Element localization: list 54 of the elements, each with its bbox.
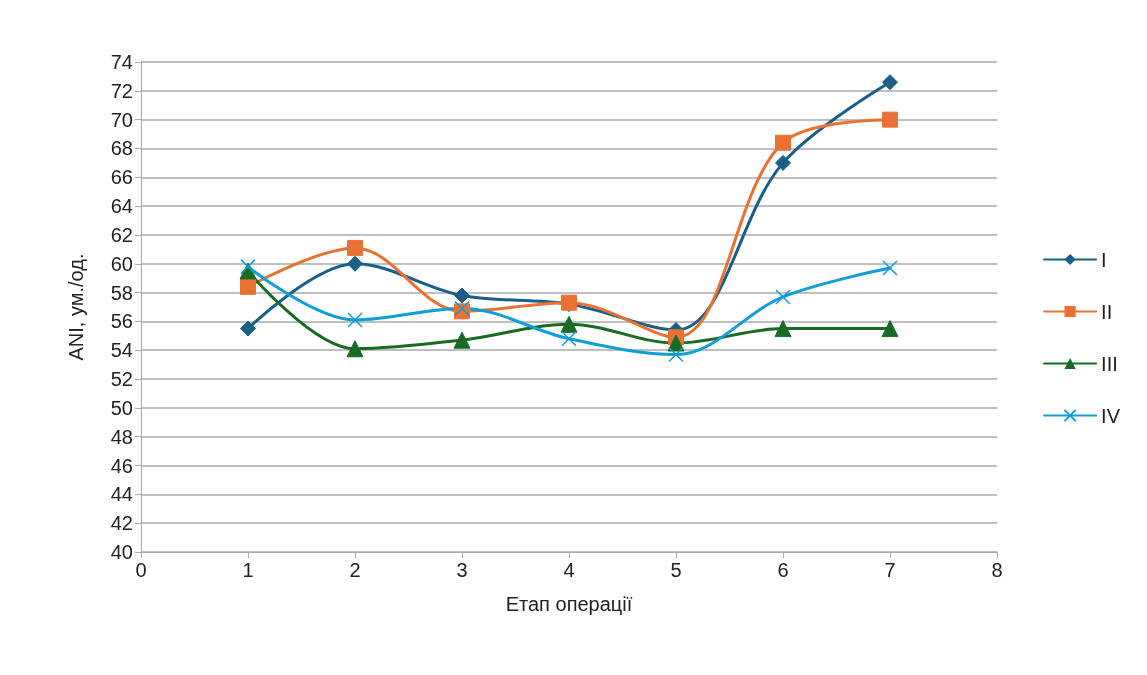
y-tick-label: 56 [110, 310, 133, 333]
x-tick-label: 3 [456, 559, 468, 581]
x-tick-label: 5 [670, 559, 682, 581]
point [240, 278, 256, 295]
legend-label: II [1101, 300, 1113, 323]
x-tick-label: 4 [563, 559, 575, 581]
y-tick-label: 68 [110, 137, 133, 160]
x-tick-label: 1 [242, 559, 254, 581]
y-tick-label: 46 [110, 454, 133, 477]
x-tick-label: 7 [884, 559, 896, 581]
y-tick-label: 72 [110, 79, 133, 102]
point [346, 340, 364, 358]
y-tick-label: 52 [110, 368, 133, 391]
y-tick-label: 40 [110, 541, 133, 563]
point [882, 260, 898, 276]
point [882, 111, 898, 128]
point [775, 134, 791, 151]
y-tick-label: 58 [110, 281, 133, 304]
y-tick-label: 42 [110, 512, 133, 535]
legend-label: III [1101, 352, 1118, 375]
y-tick-label: 62 [110, 223, 133, 246]
point [668, 346, 684, 363]
y-tick-label: 74 [110, 51, 133, 73]
point [775, 154, 791, 171]
x-tick-label: 2 [349, 559, 361, 581]
point [881, 320, 899, 338]
point [454, 287, 470, 304]
point [774, 320, 792, 338]
point [347, 255, 363, 272]
point [775, 289, 791, 305]
point [347, 239, 363, 256]
y-tick-label: 50 [110, 396, 133, 419]
y-tick-label: 64 [110, 195, 133, 218]
point [667, 334, 685, 352]
point [240, 258, 256, 275]
point [561, 330, 577, 347]
y-tick-label: 54 [110, 339, 133, 362]
x-tick-label: 8 [991, 559, 1003, 581]
point [453, 331, 471, 349]
x-tick-label: 6 [777, 559, 789, 581]
x-axis-title: Етап операції [505, 593, 633, 615]
y-tick-label: 70 [110, 108, 133, 131]
point [240, 320, 256, 337]
point [560, 315, 578, 333]
y-tick-label: 60 [110, 252, 133, 275]
x-tick-label: 0 [135, 559, 147, 581]
point [347, 312, 363, 328]
y-axis-title: ANI, ум./од. [65, 253, 87, 361]
legend-label: I [1101, 248, 1107, 271]
y-tick-label: 44 [110, 483, 133, 506]
y-tick-label: 48 [110, 425, 133, 448]
point [882, 74, 898, 91]
legend-label: IV [1101, 404, 1121, 427]
y-tick-label: 66 [110, 166, 133, 189]
